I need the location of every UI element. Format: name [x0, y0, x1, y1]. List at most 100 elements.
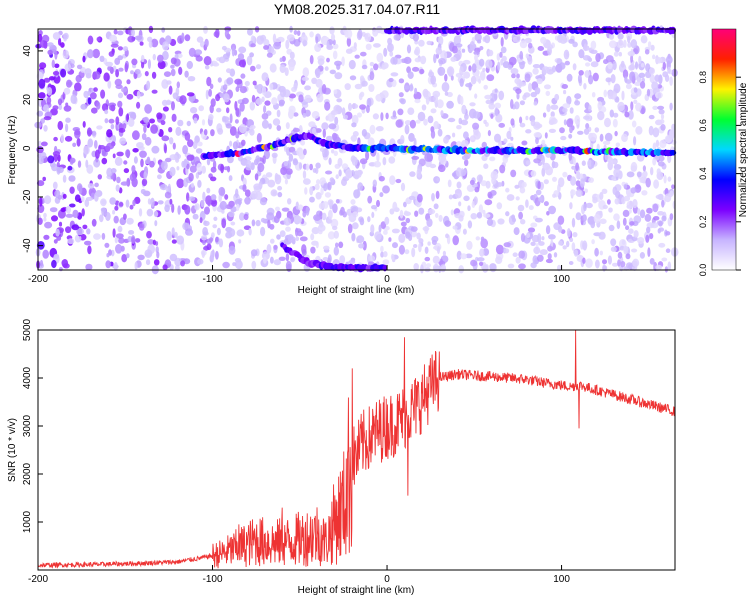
spectrogram-cell	[632, 199, 638, 209]
spectrogram-cell	[590, 40, 597, 50]
spectrogram-cell	[400, 58, 408, 63]
spectrogram-cell	[626, 171, 635, 178]
spectrogram-cell	[37, 33, 43, 43]
spectrogram-cell	[636, 171, 642, 178]
spectrogram-cell	[78, 185, 83, 195]
spectrogram-cell	[508, 56, 517, 66]
spectrogram-cell	[169, 137, 174, 145]
spectrogram-cell	[229, 140, 233, 147]
spectrogram-cell	[494, 107, 499, 117]
spectrogram-cell	[206, 187, 211, 194]
spectrogram-cell	[53, 239, 58, 244]
spectrogram-cell	[602, 265, 608, 271]
spectrogram-cell	[650, 44, 655, 51]
spectrogram-cell	[431, 239, 437, 245]
spectrogram-cell	[84, 199, 90, 208]
spectrogram-cell	[270, 256, 274, 264]
spectrogram-cell	[575, 212, 582, 221]
spectrogram-cell	[375, 93, 383, 102]
spectrogram-cell	[498, 122, 506, 128]
spectrogram-cell	[628, 110, 634, 120]
spectrogram-cell	[249, 52, 255, 58]
spectrogram-cell	[309, 186, 314, 196]
spectrogram-cell	[433, 93, 438, 104]
spectrogram-cell	[649, 258, 655, 265]
snr-plot-area	[38, 330, 675, 570]
spectrogram-cell	[80, 103, 88, 110]
spectrogram-cell	[553, 252, 558, 258]
spectrogram-cell	[54, 189, 61, 198]
spectrogram-cell	[525, 199, 529, 208]
spectrogram-cell	[65, 117, 71, 123]
spectrogram-cell	[161, 27, 166, 33]
spectrogram-cell	[198, 105, 204, 112]
spectrogram-cell	[59, 267, 63, 272]
spectrogram-cell	[322, 128, 326, 138]
spectrogram-cell	[524, 37, 532, 44]
spectrogram-cell	[548, 234, 556, 240]
spectrogram-cell	[170, 64, 175, 69]
spectrogram-cell	[548, 128, 557, 133]
spectrogram-cell	[56, 166, 64, 174]
spectrogram-cell	[575, 170, 581, 180]
spectrogram-cell	[496, 182, 503, 187]
spectrogram-cell	[432, 255, 440, 264]
spectrogram-cell	[577, 130, 584, 135]
spectrogram-cell	[549, 117, 558, 125]
spectrogram-cell	[146, 156, 151, 164]
spectrogram-cell	[238, 46, 247, 54]
spectrogram-cell	[597, 111, 605, 121]
spectrogram-cell	[134, 238, 141, 243]
spectrogram-cell	[500, 37, 504, 47]
spectrogram-cell	[665, 55, 673, 65]
spectrogram-cell	[599, 133, 604, 142]
spectrogram-cell	[39, 259, 44, 267]
spectrogram-cell	[404, 120, 412, 126]
spectrogram-cell	[97, 174, 103, 180]
colorbar-tick-label: 0.0	[698, 264, 708, 277]
spectrogram-cell	[438, 164, 446, 173]
spectrogram-cell	[333, 230, 339, 239]
spectrogram-cell	[456, 181, 462, 189]
spectrogram-cell	[332, 203, 338, 214]
spectrogram-cell	[652, 105, 658, 110]
spectrogram-cell	[222, 84, 228, 91]
spectrogram-cell	[256, 133, 262, 143]
spectrogram-cell	[365, 104, 370, 114]
spectrogram-cell	[511, 214, 516, 220]
spectrogram-cell	[267, 179, 276, 188]
spectrogram-cell	[51, 215, 58, 222]
spectrogram-cell	[499, 51, 503, 58]
spectrogram-cell	[205, 89, 209, 100]
spectrogram-cell	[357, 182, 364, 191]
spectrogram-cell	[245, 160, 252, 168]
spectrogram-cell	[87, 35, 94, 45]
spectrogram-cell	[609, 40, 617, 49]
figure-title: YM08.2025.317.04.07.R11	[274, 1, 441, 17]
spectrogram-cell	[133, 156, 138, 164]
spectrogram-cell	[234, 100, 238, 111]
spectrogram-cell	[458, 117, 463, 125]
spectrogram-cell	[217, 77, 222, 83]
spectrogram-cell	[43, 212, 47, 218]
spectrogram-cell	[495, 113, 503, 123]
spectrogram-cell	[583, 43, 588, 52]
spectrogram-cell	[228, 228, 236, 237]
spectrogram-cell	[359, 104, 367, 110]
spectrogram-cell	[251, 219, 256, 227]
spectrogram-cell	[93, 192, 99, 202]
spectrogram-cell	[583, 203, 587, 212]
spectrogram-cell	[253, 183, 262, 190]
spectrogram-cell	[442, 250, 446, 256]
spectrogram-cell	[400, 134, 405, 144]
spectrogram-cell	[465, 253, 473, 259]
spectrogram-cell	[380, 221, 387, 230]
spectrogram-cell	[329, 177, 335, 183]
spectrogram-cell	[134, 35, 143, 41]
spectrogram-cell	[610, 246, 617, 252]
spectrogram-cell	[174, 53, 179, 59]
spectrogram-cell	[661, 199, 665, 208]
spectrogram-cell	[607, 255, 613, 265]
spectrogram-cell	[136, 101, 141, 109]
spectrogram-cell	[503, 242, 512, 248]
